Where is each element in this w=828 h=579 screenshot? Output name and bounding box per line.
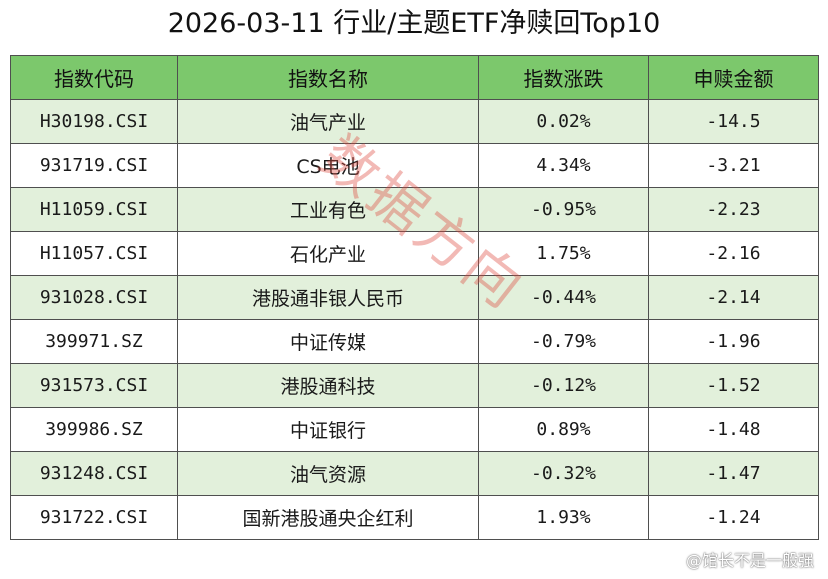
cell-index-code: 399986.SZ [10,407,178,452]
credit-text: @馆长不是一般强 [685,551,814,570]
table-row: 931722.CSI 国新港股通央企红利 1.93% -1.24 [10,495,819,540]
cell-index-code: 399971.SZ [10,319,178,364]
table-row: 399971.SZ 中证传媒 -0.79% -1.96 [10,319,819,364]
cell-index-name: 中证银行 [177,407,479,452]
cell-index-change: 1.93% [478,495,649,540]
page-title: 2026-03-11 行业/主题ETF净赎回Top10 [167,8,661,39]
cell-redemption-amount: -2.23 [648,187,819,232]
table-body: H30198.CSI 油气产业 0.02% -14.5 931719.CSI C… [10,99,819,540]
cell-index-code: H11057.CSI [10,231,178,276]
table-row: H30198.CSI 油气产业 0.02% -14.5 [10,99,819,144]
cell-redemption-amount: -3.21 [648,143,819,188]
weibo-logo-icon [664,553,680,569]
cell-index-code: 931722.CSI [10,495,178,540]
cell-index-code: 931028.CSI [10,275,178,320]
cell-index-change: -0.44% [478,275,649,320]
table-row: 931028.CSI 港股通非银人民币 -0.44% -2.14 [10,275,819,320]
header-index-code: 指数代码 [10,55,178,100]
cell-index-change: 4.34% [478,143,649,188]
cell-index-change: -0.95% [478,187,649,232]
table-row: H11057.CSI 石化产业 1.75% -2.16 [10,231,819,276]
cell-index-name: 国新港股通央企红利 [177,495,479,540]
table-header: 指数代码 指数名称 指数涨跌 申赎金额 [10,55,819,100]
cell-index-change: 0.02% [478,99,649,144]
cell-index-change: -0.32% [478,451,649,496]
cell-index-name: 油气资源 [177,451,479,496]
cell-index-name: CS电池 [177,143,479,188]
cell-index-code: 931248.CSI [10,451,178,496]
cell-redemption-amount: -1.48 [648,407,819,452]
cell-index-name: 工业有色 [177,187,479,232]
weibo-credit: @馆长不是一般强 [663,549,814,573]
cell-redemption-amount: -14.5 [648,99,819,144]
cell-index-code: 931573.CSI [10,363,178,408]
cell-index-change: 0.89% [478,407,649,452]
table-row: 931248.CSI 油气资源 -0.32% -1.47 [10,451,819,496]
cell-redemption-amount: -1.52 [648,363,819,408]
cell-index-change: -0.79% [478,319,649,364]
cell-index-code: 931719.CSI [10,143,178,188]
cell-index-code: H11059.CSI [10,187,178,232]
cell-redemption-amount: -2.16 [648,231,819,276]
cell-redemption-amount: -1.96 [648,319,819,364]
cell-index-name: 港股通非银人民币 [177,275,479,320]
header-index-name: 指数名称 [177,55,479,100]
cell-index-name: 石化产业 [177,231,479,276]
cell-index-code: H30198.CSI [10,99,178,144]
cell-redemption-amount: -1.24 [648,495,819,540]
table-row: H11059.CSI 工业有色 -0.95% -2.23 [10,187,819,232]
header-index-change: 指数涨跌 [478,55,649,100]
cell-redemption-amount: -1.47 [648,451,819,496]
cell-index-change: -0.12% [478,363,649,408]
table-row: 399986.SZ 中证银行 0.89% -1.48 [10,407,819,452]
table-row: 931719.CSI CS电池 4.34% -3.21 [10,143,819,188]
cell-index-name: 港股通科技 [177,363,479,408]
cell-index-name: 油气产业 [177,99,479,144]
cell-index-name: 中证传媒 [177,319,479,364]
etf-redemption-table: 指数代码 指数名称 指数涨跌 申赎金额 H30198.CSI 油气产业 0.02… [10,55,819,540]
header-row: 指数代码 指数名称 指数涨跌 申赎金额 [10,55,819,100]
table-row: 931573.CSI 港股通科技 -0.12% -1.52 [10,363,819,408]
cell-redemption-amount: -2.14 [648,275,819,320]
header-redemption-amount: 申赎金额 [648,55,819,100]
cell-index-change: 1.75% [478,231,649,276]
